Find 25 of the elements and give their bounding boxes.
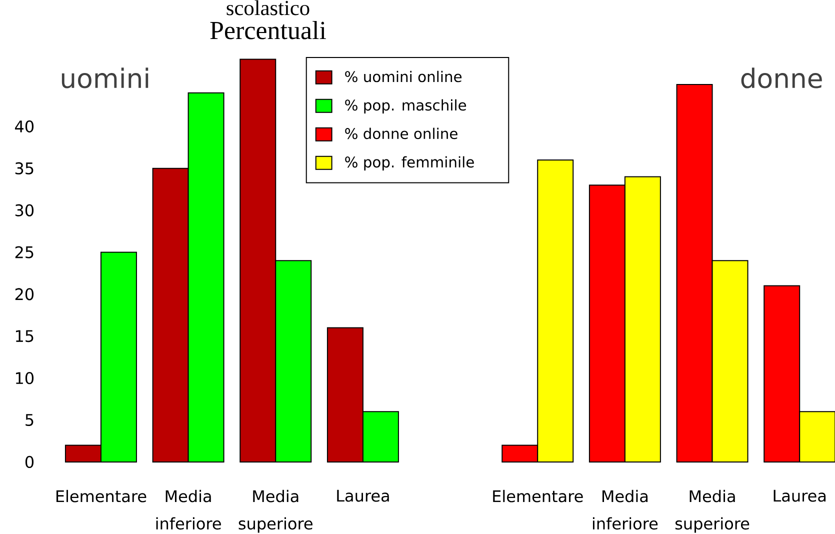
y-tick-label: 40	[15, 120, 34, 132]
y-tick-label: 15	[16, 330, 34, 342]
x-tick-label: Media inferiore	[156, 490, 221, 530]
y-tick-label: 20	[15, 288, 34, 300]
y-tick-label: 0	[25, 456, 34, 468]
chart-subtitle: Percentuali	[210, 20, 326, 40]
x-tick-label: Laurea	[337, 490, 389, 502]
legend-label: % donne online	[345, 128, 458, 140]
y-tick-label: 5	[26, 414, 34, 426]
x-tick-label: Elementare	[493, 490, 583, 502]
legend-label: % pop. maschile	[345, 99, 466, 114]
x-tick-label: Media superiore	[675, 490, 750, 533]
x-tick-label: Media inferiore	[592, 490, 658, 530]
x-tick-label: Media superiore	[238, 490, 312, 533]
x-tick-label: Elementare	[56, 490, 146, 502]
legend-label: % uomini online	[345, 70, 462, 82]
y-tick-label: 30	[15, 204, 34, 216]
y-tick-label: 25	[15, 246, 34, 258]
annotation: uomini	[62, 68, 148, 88]
legend-label: % pop. femminile	[345, 156, 474, 170]
y-tick-label: 10	[16, 372, 34, 384]
annotation: donne	[741, 68, 822, 88]
x-tick-label: Laurea	[774, 490, 826, 502]
chart-title: scolastico	[226, 0, 310, 16]
y-tick-label: 35	[15, 162, 34, 174]
